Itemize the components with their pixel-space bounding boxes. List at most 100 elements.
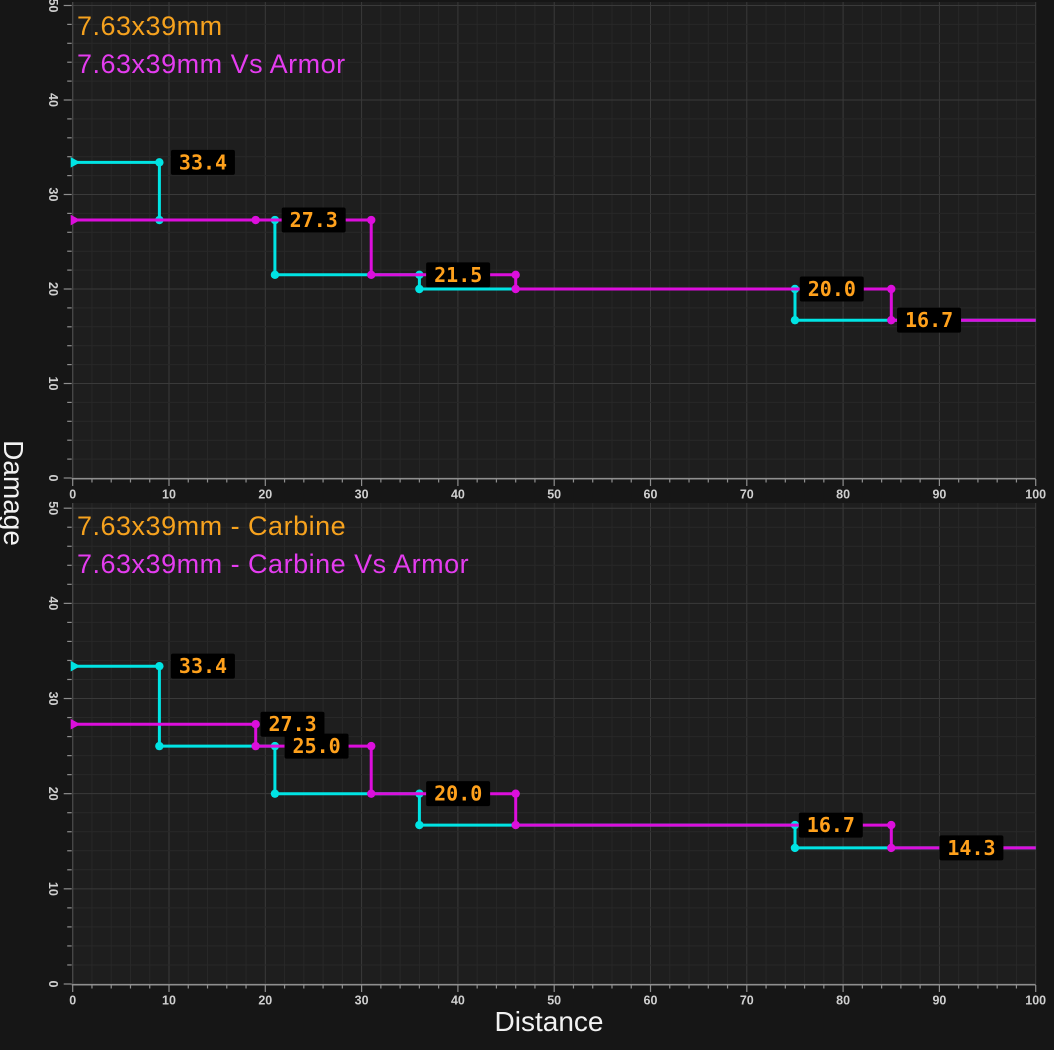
series-7.63x39mm---carbine bbox=[70, 660, 1036, 853]
annotation-text: 21.5 bbox=[434, 263, 482, 287]
x-tick-label: 60 bbox=[644, 994, 658, 1008]
annotation-text: 14.3 bbox=[947, 836, 995, 860]
annotation-text: 16.7 bbox=[807, 813, 855, 837]
data-point-marker[interactable] bbox=[155, 158, 164, 167]
chart1-title-vs-armor: 7.63x39mm Vs Armor bbox=[77, 49, 346, 79]
x-tick-label: 50 bbox=[547, 488, 561, 502]
y-tick-label: 30 bbox=[46, 188, 60, 202]
grid bbox=[72, 2, 1037, 479]
data-point-marker[interactable] bbox=[511, 270, 520, 280]
x-tick-label: 40 bbox=[451, 488, 465, 502]
x-tick-label: 10 bbox=[162, 994, 176, 1008]
annotation-box bbox=[897, 307, 962, 333]
series-start-arrow-marker bbox=[70, 157, 81, 168]
axis-ticks bbox=[63, 4, 1037, 486]
x-tick-label: 0 bbox=[69, 488, 76, 502]
y-tick-label: 10 bbox=[46, 882, 60, 896]
x-tick-label: 60 bbox=[644, 488, 658, 502]
x-axis-label: Distance bbox=[494, 1006, 604, 1037]
annotation-box bbox=[284, 733, 349, 759]
y-tick-label: 50 bbox=[46, 501, 60, 515]
series-line bbox=[72, 160, 1036, 322]
y-axis-label: Damage bbox=[0, 440, 29, 546]
data-point-marker[interactable] bbox=[790, 843, 800, 853]
annotation-text: 27.3 bbox=[268, 712, 316, 736]
x-tick-label: 100 bbox=[1025, 994, 1046, 1008]
series-7.63x39mm-vs-armor bbox=[70, 214, 1036, 325]
series-line bbox=[72, 218, 1036, 322]
data-point-marker[interactable] bbox=[887, 284, 896, 294]
axis-ticks bbox=[63, 507, 1037, 992]
chart-1: 0 10 20 30 40 50 60 70 80 90 100 0 10 20 30 40 50 33.4 27.… bbox=[46, 0, 1046, 502]
annotation-text: 16.7 bbox=[905, 308, 953, 332]
y-tick-label: 0 bbox=[46, 475, 60, 482]
data-point-marker[interactable] bbox=[270, 270, 280, 280]
x-tick-label: 30 bbox=[355, 488, 369, 502]
data-point-marker[interactable] bbox=[367, 741, 376, 751]
series-start-arrow-marker bbox=[70, 660, 81, 672]
x-tick-label: 50 bbox=[547, 994, 561, 1008]
data-point-marker[interactable] bbox=[511, 284, 520, 294]
data-point-marker[interactable] bbox=[367, 789, 376, 798]
annotation-text: 20.0 bbox=[808, 277, 856, 301]
chart2-title-primary: 7.63x39mm - Carbine bbox=[77, 511, 347, 541]
annotation-box bbox=[799, 276, 864, 302]
y-tick-label: 0 bbox=[46, 981, 60, 988]
annotation-box bbox=[281, 207, 346, 233]
series-start-arrow-marker bbox=[70, 718, 81, 730]
x-tick-label: 30 bbox=[355, 994, 369, 1008]
data-point-marker[interactable] bbox=[251, 741, 260, 751]
y-tick-label: 10 bbox=[46, 377, 60, 391]
annotation-box bbox=[170, 149, 235, 175]
x-tick-label: 80 bbox=[836, 488, 850, 502]
value-annotations: 33.4 27.3 21.5 20.0 16.7 bbox=[170, 149, 962, 333]
x-tick-label: 20 bbox=[258, 994, 272, 1008]
y-tick-label: 20 bbox=[46, 787, 60, 801]
x-tick-label: 80 bbox=[836, 994, 850, 1008]
tick-labels: 0 10 20 30 40 50 60 70 80 90 100 0 10 20 30 40 50 bbox=[46, 0, 1046, 502]
x-tick-label: 100 bbox=[1025, 488, 1046, 502]
data-point-marker[interactable] bbox=[251, 720, 260, 729]
x-tick-label: 90 bbox=[932, 488, 946, 502]
data-point-marker[interactable] bbox=[251, 215, 260, 225]
data-point-marker[interactable] bbox=[270, 789, 280, 798]
x-tick-label: 0 bbox=[69, 994, 76, 1008]
chart-2: 0 10 20 30 40 50 60 70 80 90 100 0 10 20 30 40 50 33.4 27.… bbox=[46, 501, 1046, 1007]
data-point-marker[interactable] bbox=[155, 661, 164, 671]
x-tick-label: 10 bbox=[162, 488, 176, 502]
data-point-marker[interactable] bbox=[511, 789, 520, 798]
y-tick-label: 30 bbox=[46, 692, 60, 706]
tick-labels: 0 10 20 30 40 50 60 70 80 90 100 0 10 20 30 40 50 bbox=[46, 501, 1046, 1007]
chart2-title-vs-armor: 7.63x39mm - Carbine Vs Armor bbox=[77, 549, 470, 579]
annotation-box bbox=[426, 781, 491, 807]
value-annotations: 33.4 27.325.0 20.0 16.7 14.3 bbox=[170, 653, 1004, 861]
data-point-marker[interactable] bbox=[415, 820, 424, 830]
data-point-marker[interactable] bbox=[367, 270, 376, 280]
data-point-marker[interactable] bbox=[155, 741, 164, 751]
x-tick-label: 40 bbox=[451, 994, 465, 1008]
series-start-arrow-marker bbox=[70, 214, 81, 226]
x-tick-label: 20 bbox=[258, 488, 272, 502]
data-point-marker[interactable] bbox=[887, 820, 896, 830]
x-tick-label: 70 bbox=[740, 994, 754, 1008]
y-tick-label: 50 bbox=[46, 0, 60, 12]
x-tick-label: 70 bbox=[740, 488, 754, 502]
data-point-marker[interactable] bbox=[887, 843, 896, 853]
data-point-marker[interactable] bbox=[511, 820, 520, 830]
annotation-box bbox=[170, 653, 235, 679]
y-tick-label: 20 bbox=[46, 282, 60, 296]
annotation-box bbox=[939, 835, 1004, 861]
grid bbox=[72, 503, 1037, 985]
data-point-marker[interactable] bbox=[367, 215, 376, 225]
annotation-text: 20.0 bbox=[434, 782, 482, 806]
annotation-text: 27.3 bbox=[290, 208, 338, 232]
data-point-marker[interactable] bbox=[415, 284, 424, 294]
annotation-text: 25.0 bbox=[293, 734, 341, 758]
chart1-title-primary: 7.63x39mm bbox=[77, 11, 223, 41]
annotation-box bbox=[260, 711, 325, 737]
y-tick-label: 40 bbox=[46, 93, 60, 107]
x-tick-label: 90 bbox=[932, 994, 946, 1008]
data-point-marker[interactable] bbox=[790, 315, 800, 325]
data-point-marker[interactable] bbox=[887, 315, 896, 325]
